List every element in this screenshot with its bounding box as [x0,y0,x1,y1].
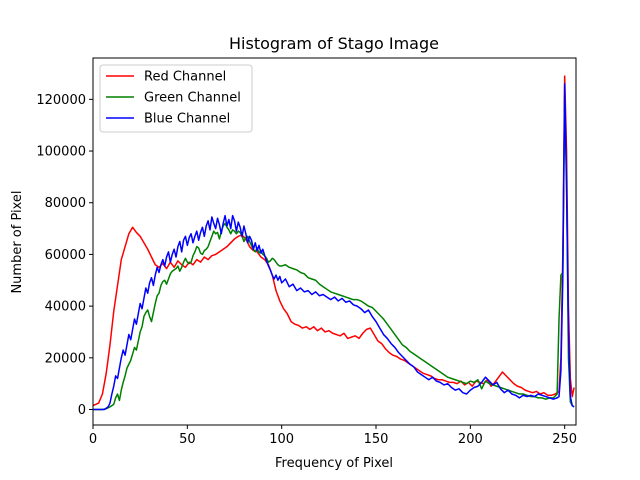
x-tick-label: 150 [364,432,389,447]
y-tick-label: 0 [78,403,86,418]
x-axis-ticks: 0 50 100 150 200 250 [89,425,577,447]
series-line-red-channel [93,75,575,407]
x-tick-label: 250 [552,432,577,447]
y-axis-label: Number of Pixel [10,190,25,293]
y-tick-label: 80000 [45,196,86,211]
series-line-green-channel [93,93,575,411]
legend-label: Blue Channel [144,112,230,127]
y-tick-label: 100000 [36,145,86,160]
y-tick-label: 120000 [36,93,86,108]
x-axis-label: Frequency of Pixel [275,456,393,471]
legend-box [99,64,253,133]
y-tick-label: 60000 [45,248,86,263]
chart-title: Histogram of Stago Image [229,34,439,53]
x-tick-label: 0 [89,432,97,447]
x-tick-label: 50 [179,432,196,447]
legend-label: Red Channel [144,70,226,85]
y-tick-label: 40000 [45,300,86,315]
x-tick-label: 200 [458,432,483,447]
plot-area [92,57,577,426]
series-group [93,75,575,411]
y-axis-ticks: 0 20000 40000 60000 80000 100000 120000 [36,93,93,418]
legend: Red Channel Green Channel Blue Channel [99,64,253,133]
plot-frame [92,57,577,426]
x-tick-label: 100 [269,432,294,447]
y-tick-label: 20000 [45,351,86,366]
legend-label: Green Channel [144,91,241,106]
series-line-blue-channel [93,83,575,411]
